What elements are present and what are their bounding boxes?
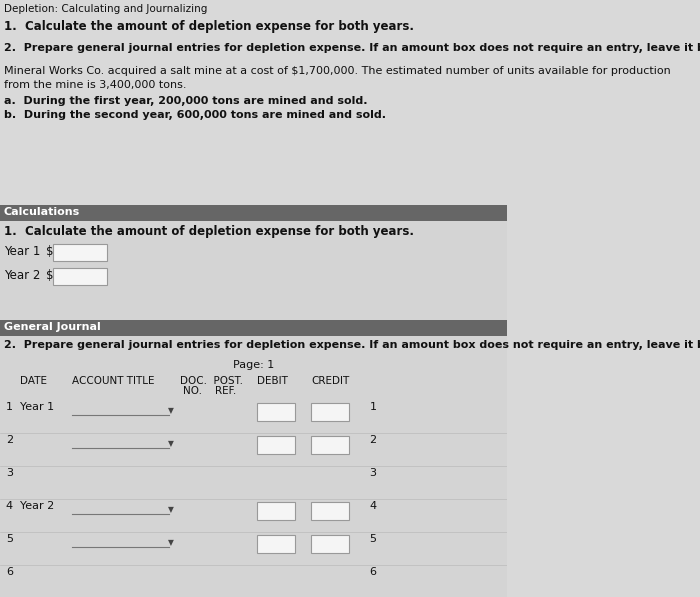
Bar: [53, 244, 107, 261]
Text: Year 2: Year 2: [4, 269, 40, 282]
Text: 4: 4: [370, 501, 377, 511]
Text: 2: 2: [6, 435, 13, 445]
Text: DOC.  POST.: DOC. POST.: [180, 376, 243, 386]
Text: 6: 6: [6, 567, 13, 577]
Bar: [312, 403, 349, 421]
Text: 1.  Calculate the amount of depletion expense for both years.: 1. Calculate the amount of depletion exp…: [4, 225, 414, 238]
Bar: [257, 502, 295, 520]
Text: DATE: DATE: [20, 376, 48, 386]
Text: General Journal: General Journal: [4, 322, 100, 332]
Text: $: $: [46, 245, 53, 258]
Text: 1.  Calculate the amount of depletion expense for both years.: 1. Calculate the amount of depletion exp…: [4, 20, 414, 33]
Bar: [257, 535, 295, 553]
Text: CREDIT: CREDIT: [312, 376, 350, 386]
Text: 1: 1: [370, 402, 377, 412]
Bar: [0, 336, 507, 597]
Bar: [0, 205, 507, 221]
Text: Depletion: Calculating and Journalizing: Depletion: Calculating and Journalizing: [4, 4, 207, 14]
Text: Calculations: Calculations: [4, 207, 80, 217]
Text: ACCOUNT TITLE: ACCOUNT TITLE: [72, 376, 155, 386]
Text: NO.    REF.: NO. REF.: [183, 386, 236, 396]
Text: 5: 5: [370, 534, 377, 544]
Bar: [312, 436, 349, 454]
Text: 4: 4: [6, 501, 13, 511]
Bar: [53, 268, 107, 285]
Text: 2.  Prepare general journal entries for depletion expense. If an amount box does: 2. Prepare general journal entries for d…: [4, 340, 700, 350]
Bar: [312, 535, 349, 553]
Text: Year 2: Year 2: [20, 501, 55, 511]
Text: 2.  Prepare general journal entries for depletion expense. If an amount box does: 2. Prepare general journal entries for d…: [4, 43, 700, 53]
Text: ▼: ▼: [168, 505, 174, 514]
Text: $: $: [46, 269, 53, 282]
Text: Page: 1: Page: 1: [233, 360, 274, 370]
Text: b.  During the second year, 600,000 tons are mined and sold.: b. During the second year, 600,000 tons …: [4, 110, 386, 120]
Bar: [257, 403, 295, 421]
Text: 2: 2: [370, 435, 377, 445]
Text: ▼: ▼: [168, 538, 174, 547]
Text: 1: 1: [6, 402, 13, 412]
Text: Mineral Works Co. acquired a salt mine at a cost of $1,700,000. The estimated nu: Mineral Works Co. acquired a salt mine a…: [4, 66, 671, 76]
Text: from the mine is 3,400,000 tons.: from the mine is 3,400,000 tons.: [4, 80, 186, 90]
Text: 3: 3: [370, 468, 377, 478]
Text: ▼: ▼: [168, 439, 174, 448]
Text: 5: 5: [6, 534, 13, 544]
Bar: [0, 221, 507, 320]
Text: Year 1: Year 1: [20, 402, 55, 412]
Text: ▼: ▼: [168, 406, 174, 415]
Text: a.  During the first year, 200,000 tons are mined and sold.: a. During the first year, 200,000 tons a…: [4, 96, 367, 106]
Bar: [0, 320, 507, 336]
Text: 3: 3: [6, 468, 13, 478]
Bar: [312, 502, 349, 520]
Bar: [0, 0, 507, 205]
Text: DEBIT: DEBIT: [257, 376, 288, 386]
Text: 6: 6: [370, 567, 377, 577]
Bar: [257, 436, 295, 454]
Text: Year 1: Year 1: [4, 245, 40, 258]
